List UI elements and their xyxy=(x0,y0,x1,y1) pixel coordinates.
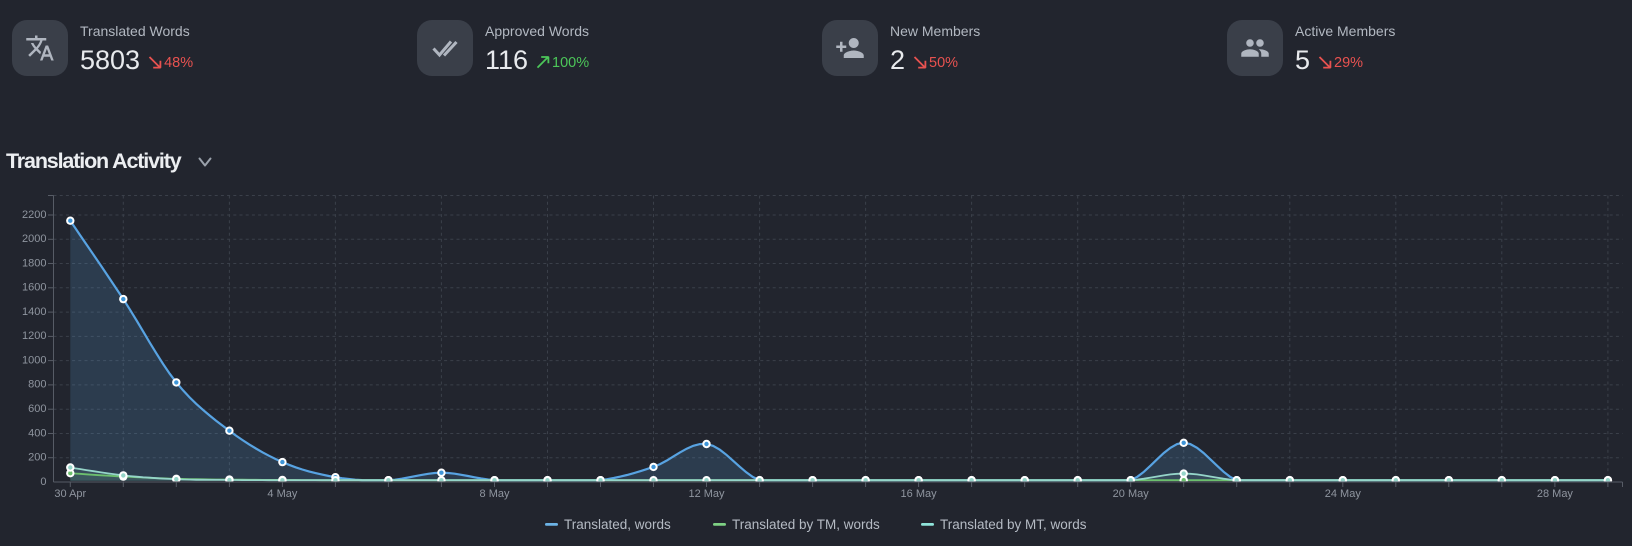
svg-text:12 May: 12 May xyxy=(688,488,725,500)
svg-text:2000: 2000 xyxy=(22,233,46,245)
svg-text:20 May: 20 May xyxy=(1113,488,1150,500)
svg-text:800: 800 xyxy=(28,379,46,391)
svg-text:1400: 1400 xyxy=(22,306,46,318)
svg-text:16 May: 16 May xyxy=(901,488,938,500)
svg-text:24 May: 24 May xyxy=(1325,488,1362,500)
svg-text:1200: 1200 xyxy=(22,330,46,342)
svg-text:1800: 1800 xyxy=(22,257,46,269)
svg-text:2200: 2200 xyxy=(22,209,46,221)
svg-text:Translated by MT, words: Translated by MT, words xyxy=(940,517,1087,532)
svg-text:600: 600 xyxy=(28,403,46,415)
svg-text:30 Apr: 30 Apr xyxy=(54,488,86,500)
svg-text:Translated by TM, words: Translated by TM, words xyxy=(732,517,880,532)
svg-text:0: 0 xyxy=(40,476,46,488)
svg-text:400: 400 xyxy=(28,427,46,439)
svg-text:28 May: 28 May xyxy=(1537,488,1574,500)
svg-text:1000: 1000 xyxy=(22,354,46,366)
svg-text:200: 200 xyxy=(28,452,46,464)
svg-text:8 May: 8 May xyxy=(480,488,510,500)
svg-text:1600: 1600 xyxy=(22,282,46,294)
svg-text:4 May: 4 May xyxy=(267,488,297,500)
svg-text:Translated, words: Translated, words xyxy=(564,517,671,532)
